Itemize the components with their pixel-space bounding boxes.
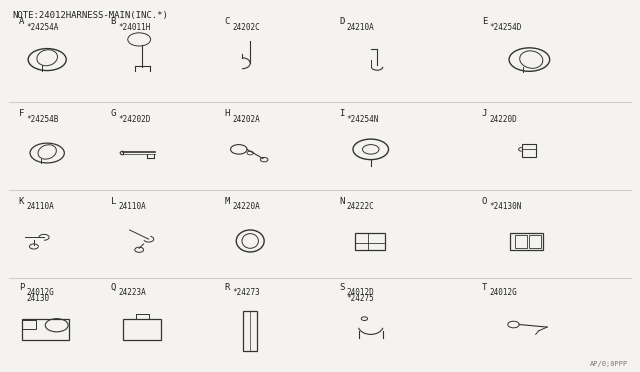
Text: Q: Q (111, 283, 116, 292)
Text: H: H (225, 109, 230, 118)
Text: J: J (482, 109, 487, 118)
Text: AP/0;0PPP: AP/0;0PPP (589, 361, 628, 367)
Text: D: D (339, 17, 344, 26)
Text: 24012G: 24012G (26, 288, 54, 297)
Text: 24222C: 24222C (347, 202, 374, 212)
Text: *24202D: *24202D (118, 115, 150, 124)
Text: C: C (225, 17, 230, 26)
Text: *24254N: *24254N (347, 115, 379, 124)
Text: 24202C: 24202C (232, 23, 260, 32)
Text: F: F (19, 109, 24, 118)
Text: 24110A: 24110A (118, 202, 146, 212)
Text: T: T (482, 283, 487, 292)
Bar (515, 235, 527, 247)
Bar (124, 319, 161, 340)
Text: 24202A: 24202A (232, 115, 260, 124)
Text: G: G (111, 109, 116, 118)
Text: B: B (111, 17, 116, 26)
Text: *24275: *24275 (347, 294, 374, 303)
Text: *24011H: *24011H (118, 23, 150, 32)
Text: E: E (482, 17, 487, 26)
Bar (522, 144, 536, 157)
Text: 24220A: 24220A (232, 202, 260, 212)
Text: 24220D: 24220D (490, 115, 517, 124)
Text: *24130N: *24130N (490, 202, 522, 212)
Text: R: R (225, 283, 230, 292)
Text: I: I (339, 109, 344, 118)
Text: 24223A: 24223A (118, 288, 146, 297)
Bar (529, 235, 541, 247)
Text: *24254A: *24254A (26, 23, 59, 32)
Bar (22, 319, 69, 340)
Text: 24110A: 24110A (26, 202, 54, 212)
Text: 24012G: 24012G (490, 288, 517, 297)
Text: K: K (19, 197, 24, 206)
Text: O: O (482, 197, 487, 206)
Text: M: M (225, 197, 230, 206)
Bar (22, 320, 36, 329)
Bar (355, 232, 385, 250)
Text: A: A (19, 17, 24, 26)
Text: L: L (111, 197, 116, 206)
Bar (243, 311, 257, 351)
Text: *24254D: *24254D (490, 23, 522, 32)
Text: 24130: 24130 (26, 294, 49, 303)
Text: S: S (339, 283, 344, 292)
Text: 24012D: 24012D (347, 288, 374, 297)
Text: P: P (19, 283, 24, 292)
Text: 24210A: 24210A (347, 23, 374, 32)
Text: *24254B: *24254B (26, 115, 59, 124)
Text: *24273: *24273 (232, 288, 260, 297)
Text: NOTE:24012HARNESS-MAIN(INC.*): NOTE:24012HARNESS-MAIN(INC.*) (12, 11, 168, 20)
Bar (510, 232, 543, 250)
Text: N: N (339, 197, 344, 206)
